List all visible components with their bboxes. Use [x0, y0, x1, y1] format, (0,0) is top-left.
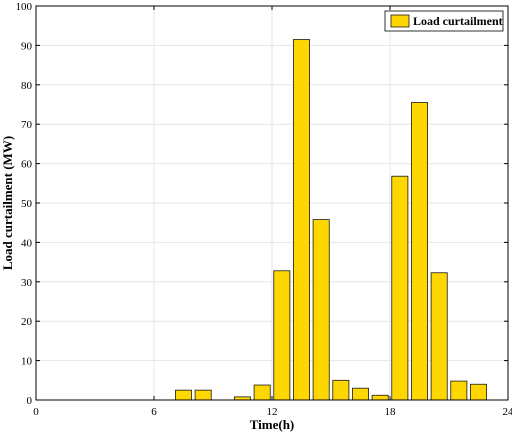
x-tick-label: 12 [267, 406, 278, 418]
y-tick-label: 40 [21, 237, 33, 249]
x-tick-label: 24 [503, 406, 512, 418]
bar-hour-15 [312, 219, 330, 401]
legend-label: Load curtailment [413, 14, 503, 28]
x-tick-label: 18 [385, 406, 397, 418]
y-tick-label: 20 [21, 316, 33, 328]
x-tick-label: 6 [151, 406, 157, 418]
legend-swatch [390, 14, 410, 28]
y-tick-label: 70 [21, 119, 33, 131]
legend-box [384, 10, 504, 32]
bar-hour-20 [411, 102, 428, 401]
bar-hour-8 [175, 389, 192, 401]
y-tick-label: 100 [16, 1, 33, 13]
y-tick-label: 80 [21, 80, 33, 92]
y-tick-label: 0 [27, 395, 33, 407]
x-tick-label: 0 [33, 406, 39, 418]
bar-hour-12 [253, 384, 271, 401]
bar-hour-16 [332, 379, 350, 401]
ticks [35, 5, 509, 401]
y-axis-title: Load curtailment (MW) [0, 136, 15, 270]
bar-hour-9 [194, 389, 212, 401]
legend: Load curtailment [384, 10, 504, 32]
bar-hour-21 [430, 272, 448, 401]
bar-hour-19 [391, 175, 409, 401]
bar-hour-18 [371, 394, 389, 401]
y-tick-label: 30 [21, 277, 33, 289]
x-tick-labels: 0 6 12 18 24 [33, 406, 512, 418]
bar-hour-22 [450, 380, 468, 401]
bar-hour-14 [293, 39, 310, 401]
y-tick-label: 90 [21, 40, 33, 52]
y-tick-label: 60 [21, 159, 33, 171]
bars [175, 39, 487, 401]
x-axis-title: Time(h) [250, 417, 295, 432]
y-tick-label: 50 [21, 198, 33, 210]
y-tick-labels: 0 10 20 30 40 50 60 70 80 90 100 [16, 1, 33, 407]
bar-hour-23 [470, 383, 487, 401]
grid [36, 6, 508, 400]
bar-hour-13 [273, 270, 291, 401]
bar-hour-17 [352, 387, 369, 401]
y-tick-label: 10 [21, 356, 33, 368]
